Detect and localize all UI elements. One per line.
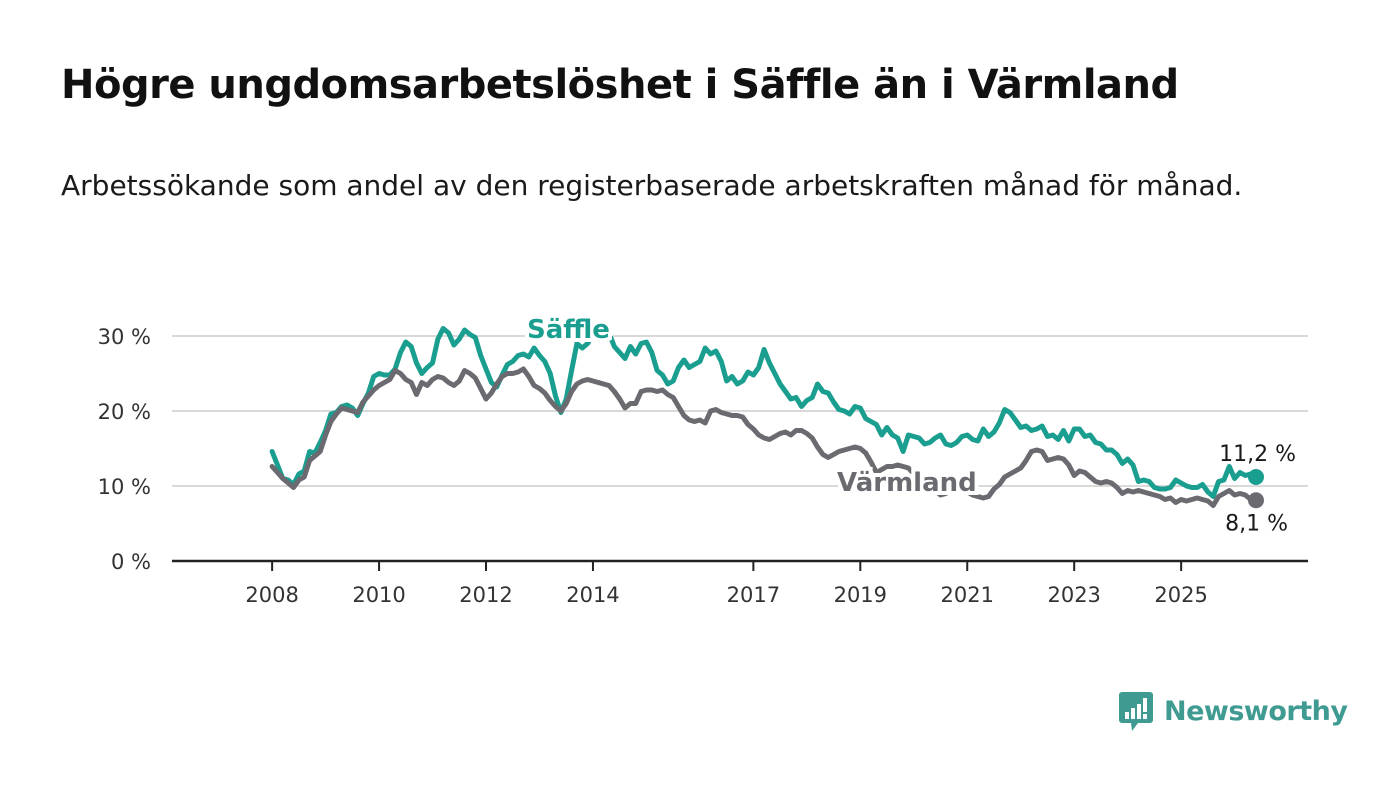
- series-labels: Säffle Värmland 11,2 % 8,1 %: [523, 311, 1299, 539]
- chart-subtitle: Arbetssökande som andel av den registerb…: [61, 169, 1243, 202]
- end-value-label-saffle: 11,2 %: [1219, 442, 1296, 467]
- y-axis-ticks: 0 % 10 % 20 % 30 %: [98, 325, 151, 574]
- x-tick-label: 2008: [245, 583, 298, 607]
- x-axis-ticks: 2008 2010 2012 2014 2017 2019 2021 2023 2025: [245, 561, 1208, 607]
- series-end-point-varmland: [1248, 492, 1264, 509]
- series-label-varmland: Värmland: [837, 468, 977, 498]
- end-value-label-varmland: 8,1 %: [1225, 511, 1288, 536]
- series-label-saffle: Säffle: [527, 315, 610, 345]
- gridlines: [172, 335, 1308, 487]
- x-tick-label: 2019: [834, 583, 887, 607]
- series-line-varmland: [269, 366, 1259, 508]
- y-tick-label: 20 %: [98, 400, 151, 424]
- series-end-point-saffle: [1248, 469, 1264, 485]
- series-lines: [269, 321, 1264, 509]
- x-tick-label: 2012: [459, 583, 512, 607]
- x-tick-label: 2010: [352, 583, 405, 607]
- series-line-saffle: [269, 321, 1259, 499]
- chart-title: Högre ungdomsarbetslöshet i Säffle än i …: [61, 62, 1179, 108]
- x-tick-label: 2023: [1047, 583, 1100, 607]
- x-tick-label: 2017: [727, 583, 780, 607]
- y-tick-label: 0 %: [111, 550, 151, 574]
- brand-name: Newsworthy: [1164, 695, 1348, 727]
- y-tick-label: 30 %: [98, 325, 151, 349]
- x-tick-label: 2025: [1154, 583, 1207, 607]
- x-tick-label: 2014: [566, 583, 619, 607]
- brand-logo: Newsworthy: [1118, 690, 1348, 732]
- newsworthy-logo-icon: [1119, 692, 1153, 731]
- y-tick-label: 10 %: [98, 475, 151, 499]
- x-tick-label: 2021: [941, 583, 994, 607]
